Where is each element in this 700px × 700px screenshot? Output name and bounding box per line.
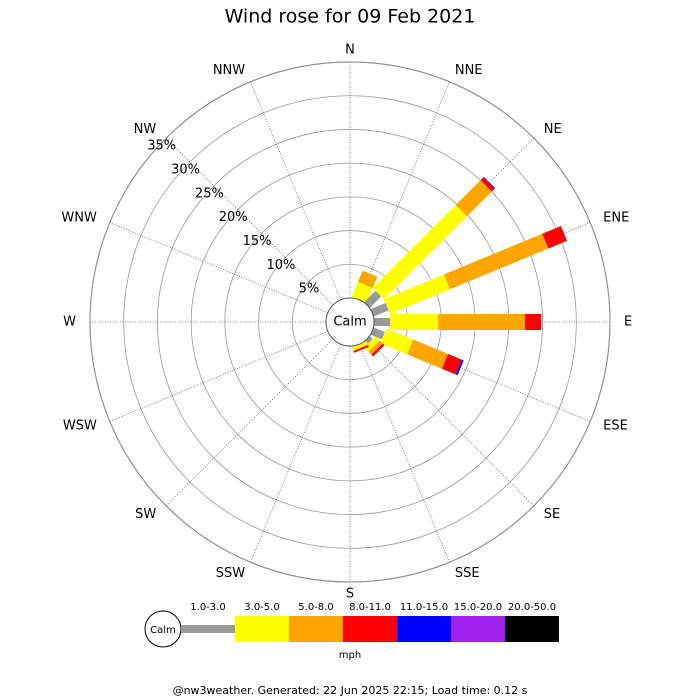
wind-bar xyxy=(351,341,369,351)
direction-label: NW xyxy=(134,122,157,137)
direction-label: NNW xyxy=(213,63,245,78)
legend-label: 15.0-20.0 xyxy=(454,602,502,613)
wind-bar xyxy=(370,302,389,317)
legend-swatch xyxy=(343,616,397,642)
spoke xyxy=(109,222,328,314)
wind-bar xyxy=(357,270,378,288)
wind-bar xyxy=(480,177,495,192)
direction-label: N xyxy=(345,43,355,58)
direction-label: WNW xyxy=(61,210,97,225)
wind-bar xyxy=(390,314,439,330)
r-tick-label: 15% xyxy=(243,234,272,249)
wind-bar xyxy=(384,274,450,315)
legend-swatch xyxy=(397,616,451,642)
direction-label: SSE xyxy=(455,566,480,581)
direction-label: NE xyxy=(544,122,562,137)
wind-bar xyxy=(455,180,492,217)
wind-bar xyxy=(483,176,496,189)
wind-bar xyxy=(438,314,526,330)
wind-bar xyxy=(364,290,382,308)
wind-bar xyxy=(455,359,464,376)
grid-ring xyxy=(157,129,543,515)
footer: @nw3weather. Generated: 22 Jun 2025 22:1… xyxy=(173,684,528,697)
direction-label: WSW xyxy=(63,419,97,434)
direction-label: ESE xyxy=(603,419,628,434)
spoke xyxy=(358,81,450,300)
legend-label: 5.0-8.0 xyxy=(298,602,333,613)
wind-bar xyxy=(372,204,468,300)
legend-swatch xyxy=(451,616,505,642)
calm-circle xyxy=(325,297,375,347)
direction-label: E xyxy=(624,315,632,330)
direction-label: SE xyxy=(544,507,560,522)
wind-bar xyxy=(351,281,373,303)
wind-bar xyxy=(364,336,380,352)
legend-swatch xyxy=(289,616,343,642)
legend-swatch xyxy=(235,616,289,642)
legend-swatch xyxy=(181,625,235,633)
wind-bar xyxy=(371,343,385,357)
r-tick-label: 20% xyxy=(219,210,248,225)
wind-bar xyxy=(368,340,383,355)
legend-label: 11.0-15.0 xyxy=(400,602,448,613)
wind-bar xyxy=(353,344,369,353)
wind-bar xyxy=(441,353,462,375)
wind-bar xyxy=(443,233,549,290)
spoke xyxy=(165,137,334,306)
legend-swatch xyxy=(505,616,559,642)
spoke xyxy=(109,330,328,422)
direction-label: SW xyxy=(135,507,156,522)
spoke xyxy=(372,330,591,422)
r-tick-label: 30% xyxy=(171,162,200,177)
legend-calm-label: Calm xyxy=(150,625,176,636)
unit-label: mph xyxy=(339,650,361,661)
wind-bar xyxy=(525,314,542,330)
chart-title: Wind rose for 09 Feb 2021 xyxy=(225,6,476,28)
direction-label: ENE xyxy=(603,210,629,225)
spoke xyxy=(250,344,342,563)
grid-ring xyxy=(123,95,577,549)
r-tick-label: 25% xyxy=(195,186,224,201)
legend-label: 20.0-50.0 xyxy=(508,602,556,613)
legend-label: 1.0-3.0 xyxy=(190,602,225,613)
direction-label: S xyxy=(346,587,354,602)
r-tick-label: 10% xyxy=(266,258,295,273)
spoke xyxy=(358,344,450,563)
legend-label: 3.0-5.0 xyxy=(244,602,279,613)
wind-bar xyxy=(374,318,391,326)
r-tick-label: 35% xyxy=(147,139,176,154)
spoke xyxy=(250,81,342,300)
legend-label: 8.0-11.0 xyxy=(349,602,391,613)
wind-bar xyxy=(370,327,385,340)
spoke xyxy=(165,338,334,507)
direction-label: W xyxy=(63,315,76,330)
direction-label: SSW xyxy=(216,566,246,581)
calm-label: Calm xyxy=(333,315,366,330)
wind-bar xyxy=(407,339,449,369)
r-tick-label: 5% xyxy=(299,282,320,297)
wind-bar xyxy=(542,225,568,249)
wind-bar xyxy=(380,328,414,355)
direction-label: NNE xyxy=(455,63,483,78)
spoke xyxy=(366,338,535,507)
